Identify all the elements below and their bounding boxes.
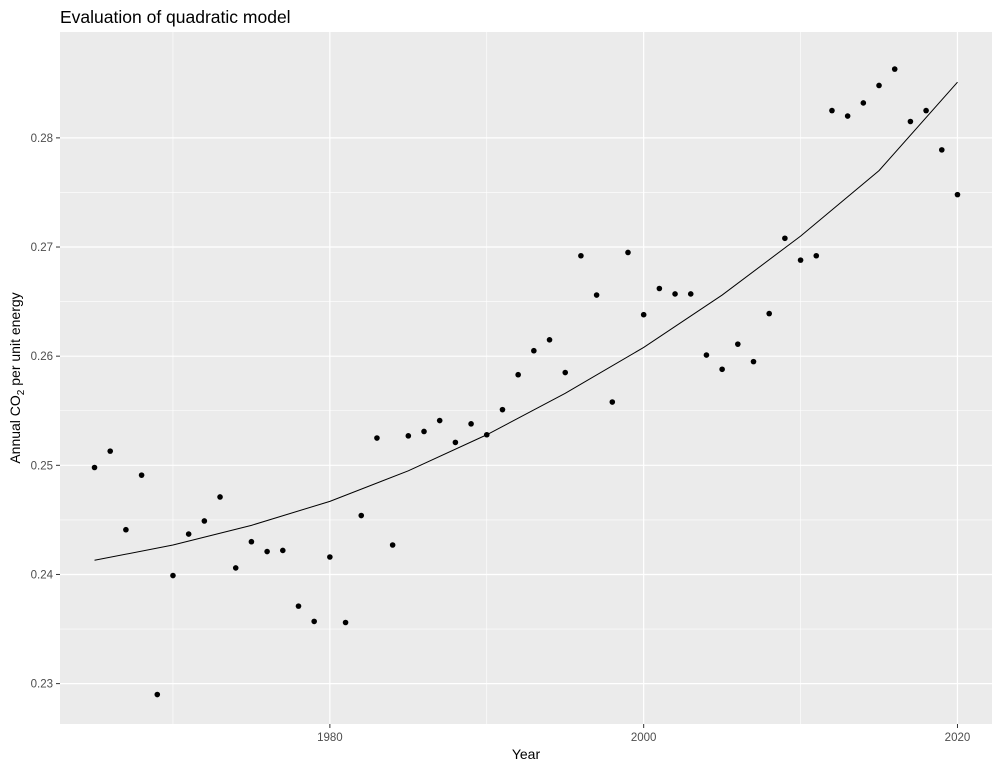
data-point-1980 — [327, 554, 333, 560]
data-point-2012 — [829, 107, 835, 114]
data-point-1996 — [578, 252, 584, 259]
data-points — [91, 66, 961, 698]
data-point-2008 — [766, 310, 772, 317]
data-point-1987 — [436, 417, 443, 424]
data-point-1978 — [295, 603, 302, 609]
data-point-2000 — [640, 311, 647, 318]
data-point-1984 — [389, 542, 396, 548]
data-point-1970 — [170, 572, 176, 579]
data-point-1973 — [217, 494, 223, 500]
data-point-1993 — [531, 347, 537, 354]
data-point-1998 — [609, 399, 616, 405]
data-point-1967 — [123, 526, 129, 533]
data-point-1965 — [91, 464, 98, 471]
y-axis-title-subscript: 2 — [16, 389, 27, 395]
y-tick-label-1: 0.24 — [31, 569, 54, 581]
y-tick-label-3: 0.26 — [31, 351, 53, 363]
data-point-2009 — [782, 235, 788, 242]
plot-panel — [60, 32, 992, 724]
chart-title: Evaluation of quadratic model — [60, 7, 291, 27]
data-point-1990 — [483, 431, 490, 438]
data-point-2015 — [876, 82, 882, 89]
y-tick-label-2: 0.25 — [31, 460, 53, 472]
data-point-1979 — [311, 618, 317, 625]
data-point-2001 — [656, 285, 663, 292]
quadratic-fit-line — [94, 81, 958, 561]
y-axis-title-prefix: Annual CO — [7, 395, 23, 464]
data-point-1977 — [280, 547, 286, 554]
data-point-1968 — [138, 472, 145, 478]
y-axis-ticks: 0.23 0.24 0.25 0.26 0.27 0.28 — [31, 133, 60, 691]
data-point-1972 — [201, 518, 208, 524]
data-point-1966 — [107, 448, 114, 454]
data-point-1991 — [499, 406, 506, 413]
data-point-2010 — [797, 257, 804, 263]
data-point-1983 — [374, 435, 380, 441]
data-point-1969 — [154, 691, 161, 698]
data-point-1986 — [421, 428, 427, 435]
data-point-1988 — [452, 439, 459, 446]
y-tick-label-5: 0.28 — [31, 133, 53, 145]
major-gridlines — [60, 32, 992, 724]
x-tick-label-0: 1980 — [317, 732, 343, 744]
y-axis-title: Annual CO2 per unit energy — [7, 292, 27, 463]
data-point-1997 — [593, 292, 600, 298]
y-axis-title-suffix: per unit energy — [7, 292, 23, 389]
data-point-2002 — [672, 291, 678, 297]
x-tick-label-2: 2020 — [945, 732, 971, 744]
data-point-2017 — [907, 118, 914, 125]
data-point-1989 — [468, 421, 474, 427]
data-point-1994 — [546, 336, 553, 343]
data-point-1995 — [562, 369, 569, 376]
data-point-2013 — [844, 113, 851, 119]
data-point-1971 — [185, 531, 192, 537]
data-point-2007 — [750, 358, 757, 365]
x-axis-ticks: 1980 2000 2020 — [317, 724, 970, 744]
data-point-2005 — [719, 366, 725, 373]
data-point-1992 — [515, 371, 521, 378]
data-point-2006 — [735, 341, 741, 347]
data-point-1982 — [358, 512, 365, 519]
minor-gridlines — [60, 32, 992, 724]
x-tick-label-1: 2000 — [631, 732, 657, 744]
data-point-1985 — [405, 433, 412, 439]
y-tick-label-4: 0.27 — [31, 242, 53, 254]
data-point-2020 — [954, 191, 961, 198]
data-point-2018 — [923, 107, 929, 114]
y-tick-label-0: 0.23 — [31, 679, 53, 691]
data-point-1974 — [232, 565, 239, 571]
data-point-2003 — [687, 291, 694, 297]
data-point-1999 — [625, 249, 631, 256]
data-point-2014 — [860, 100, 867, 106]
data-point-2004 — [703, 352, 710, 358]
x-axis-title: Year — [512, 746, 541, 762]
data-point-2016 — [891, 66, 898, 72]
data-point-2011 — [813, 252, 820, 259]
data-point-2019 — [938, 147, 945, 153]
data-point-1975 — [248, 538, 255, 545]
data-point-1976 — [264, 548, 270, 555]
data-point-1981 — [342, 619, 349, 626]
